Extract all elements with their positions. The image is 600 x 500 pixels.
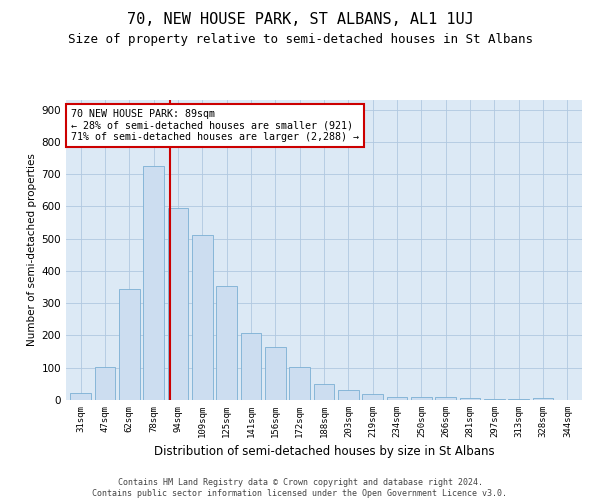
Text: 70 NEW HOUSE PARK: 89sqm
← 28% of semi-detached houses are smaller (921)
71% of : 70 NEW HOUSE PARK: 89sqm ← 28% of semi-d… [71,109,359,142]
Y-axis label: Number of semi-detached properties: Number of semi-detached properties [28,154,37,346]
Bar [314,384,334,400]
Bar [265,347,286,400]
Bar [436,397,456,400]
Bar [362,394,383,400]
Bar [70,393,91,400]
Bar [192,236,212,400]
Bar [143,166,164,400]
Bar [338,390,359,400]
Bar [508,399,529,400]
Text: Size of property relative to semi-detached houses in St Albans: Size of property relative to semi-detach… [67,32,533,46]
Bar [289,367,310,400]
Bar [533,398,553,400]
X-axis label: Distribution of semi-detached houses by size in St Albans: Distribution of semi-detached houses by … [154,446,494,458]
Bar [460,398,481,400]
Bar [411,398,432,400]
Bar [386,397,407,400]
Bar [484,398,505,400]
Bar [241,333,262,400]
Bar [119,288,140,400]
Text: Contains HM Land Registry data © Crown copyright and database right 2024.
Contai: Contains HM Land Registry data © Crown c… [92,478,508,498]
Bar [95,367,115,400]
Bar [216,286,237,400]
Text: 70, NEW HOUSE PARK, ST ALBANS, AL1 1UJ: 70, NEW HOUSE PARK, ST ALBANS, AL1 1UJ [127,12,473,28]
Bar [167,208,188,400]
